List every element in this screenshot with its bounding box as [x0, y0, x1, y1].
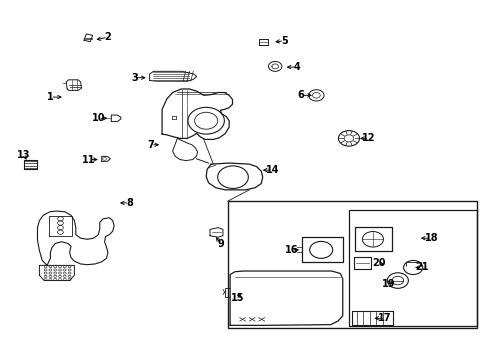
Bar: [348, 210, 476, 326]
Text: 7: 7: [147, 140, 154, 150]
Text: 1: 1: [47, 92, 54, 102]
Text: 3: 3: [131, 73, 138, 83]
Text: 17: 17: [377, 313, 391, 323]
Text: 14: 14: [265, 165, 279, 175]
Text: 10: 10: [91, 113, 105, 123]
Text: 8: 8: [126, 198, 133, 208]
Text: 6: 6: [297, 90, 304, 100]
Text: 13: 13: [17, 150, 31, 160]
Text: 21: 21: [414, 262, 427, 273]
Bar: [227, 201, 476, 328]
Text: 9: 9: [217, 239, 224, 248]
Text: 15: 15: [230, 293, 244, 303]
Text: 16: 16: [284, 245, 298, 255]
Text: 18: 18: [424, 233, 437, 243]
Text: 2: 2: [104, 32, 111, 42]
Text: 5: 5: [280, 36, 287, 46]
Text: 12: 12: [362, 133, 375, 143]
Text: 11: 11: [82, 154, 95, 165]
Text: 20: 20: [371, 258, 385, 268]
Text: 19: 19: [381, 279, 394, 289]
Text: 4: 4: [293, 62, 300, 72]
